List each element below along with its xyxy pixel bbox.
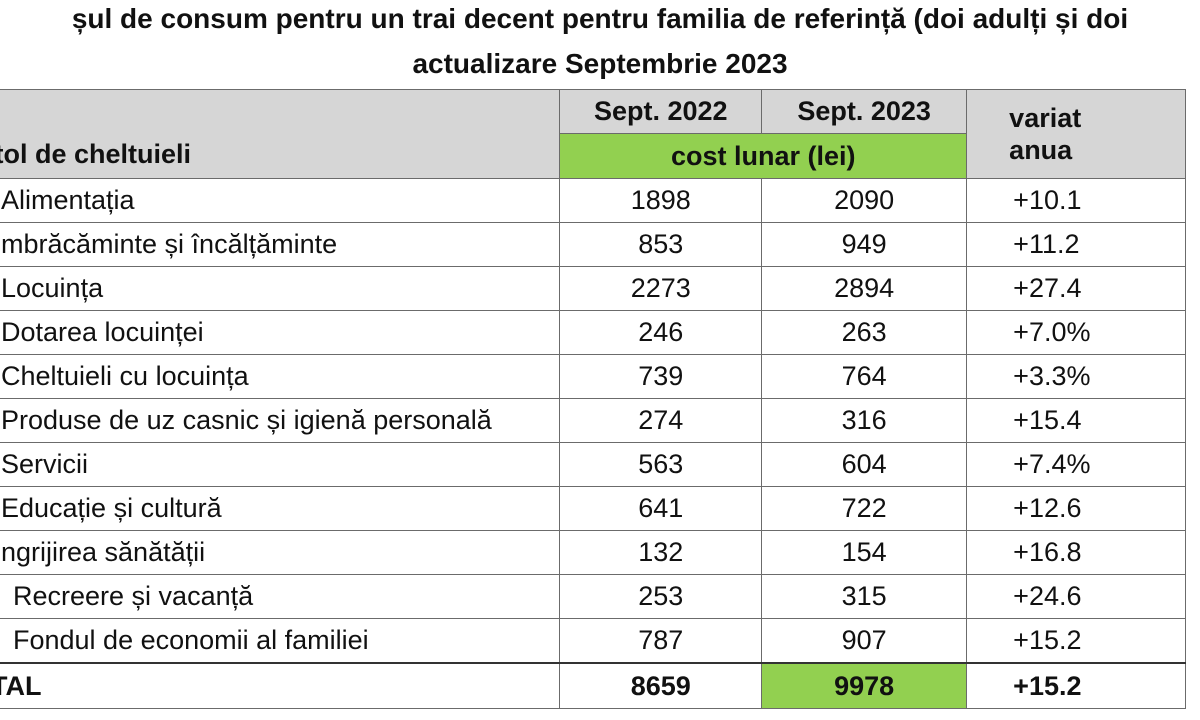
row-label-text: ngrijirea sănătății bbox=[1, 537, 206, 567]
row-annual-variation: +27.4 bbox=[966, 266, 1186, 311]
row-value-2023: 949 bbox=[761, 222, 968, 267]
table-row: Educație și cultură 641 722 +12.6 bbox=[0, 486, 1186, 531]
row-label-text: Dotarea locuinței bbox=[1, 317, 204, 347]
total-value-2023: 9978 bbox=[761, 662, 968, 709]
table-title-line1: șul de consum pentru un trai decent pent… bbox=[71, 3, 1129, 34]
row-label: Fondul de economii al familiei bbox=[0, 618, 561, 664]
row-annual-variation: +7.4% bbox=[966, 442, 1186, 487]
row-label: mbrăcăminte și încălțăminte bbox=[0, 222, 561, 267]
table-row: Cheltuieli cu locuința 739 764 +3.3% bbox=[0, 354, 1186, 399]
row-value-2022: 2273 bbox=[559, 266, 763, 311]
row-annual-variation: +16.8 bbox=[966, 530, 1186, 575]
row-value-2023: 316 bbox=[761, 398, 968, 443]
table-row: ngrijirea sănătății 132 154 +16.8 bbox=[0, 530, 1186, 575]
row-label: Servicii bbox=[0, 442, 561, 487]
row-annual-variation: +15.2 bbox=[966, 618, 1186, 664]
row-value-2022: 246 bbox=[559, 310, 763, 355]
row-label-text: Cheltuieli cu locuința bbox=[1, 361, 249, 391]
table-row: Recreere și vacanță 253 315 +24.6 bbox=[0, 574, 1186, 619]
row-annual-variation: +24.6 bbox=[966, 574, 1186, 619]
row-value-2022: 1898 bbox=[559, 178, 763, 223]
row-value-2023: 315 bbox=[761, 574, 968, 619]
row-label-text: Educație și cultură bbox=[1, 493, 222, 523]
row-annual-variation: +10.1 bbox=[966, 178, 1186, 223]
header-variation-line2: anua bbox=[1009, 135, 1073, 165]
row-value-2022: 739 bbox=[559, 354, 763, 399]
row-value-2022: 641 bbox=[559, 486, 763, 531]
row-value-2022: 563 bbox=[559, 442, 763, 487]
row-label: ngrijirea sănătății bbox=[0, 530, 561, 575]
table-row: Servicii 563 604 +7.4% bbox=[0, 442, 1186, 487]
row-label: Produse de uz casnic și igienă personală bbox=[0, 398, 561, 443]
row-label: Recreere și vacanță bbox=[0, 574, 561, 619]
row-label: Dotarea locuinței bbox=[0, 310, 561, 355]
row-annual-variation: +15.4 bbox=[966, 398, 1186, 443]
row-label-text: Produse de uz casnic și igienă personală bbox=[1, 405, 492, 435]
row-annual-variation: +11.2 bbox=[966, 222, 1186, 267]
row-label-text: Recreere și vacanță bbox=[13, 581, 254, 611]
table-row: Alimentația 1898 2090 +10.1 bbox=[0, 178, 1186, 223]
row-annual-variation: +7.0% bbox=[966, 310, 1186, 355]
row-value-2022: 253 bbox=[559, 574, 763, 619]
row-value-2023: 154 bbox=[761, 530, 968, 575]
row-value-2022: 274 bbox=[559, 398, 763, 443]
row-value-2023: 907 bbox=[761, 618, 968, 664]
row-value-2023: 2090 bbox=[761, 178, 968, 223]
row-value-2022: 787 bbox=[559, 618, 763, 664]
row-label-text: mbrăcăminte și încălțăminte bbox=[1, 229, 338, 259]
expenses-table: itol de cheltuieli Sept. 2022 Sept. 2023… bbox=[0, 89, 1186, 709]
row-label: Educație și cultură bbox=[0, 486, 561, 531]
table-row: Produse de uz casnic și igienă personală… bbox=[0, 398, 1186, 443]
row-label-text: Locuința bbox=[1, 273, 104, 303]
row-annual-variation: +3.3% bbox=[966, 354, 1186, 399]
total-annual-variation: +15.2 bbox=[966, 662, 1186, 709]
row-label-text: Servicii bbox=[1, 449, 89, 479]
subheader-row: cost lunar (lei) bbox=[0, 133, 1186, 179]
total-value-2022: 8659 bbox=[559, 662, 763, 709]
row-label: Alimentația bbox=[0, 178, 561, 223]
header-variation-line1: variat bbox=[1009, 103, 1082, 133]
row-label: Cheltuieli cu locuința bbox=[0, 354, 561, 399]
row-value-2023: 263 bbox=[761, 310, 968, 355]
row-value-2022: 853 bbox=[559, 222, 763, 267]
row-label-text: Fondul de economii al familiei bbox=[13, 625, 369, 655]
subheader-monthly-cost: cost lunar (lei) bbox=[559, 133, 968, 179]
table-title-line2: actualizare Septembrie 2023 bbox=[412, 48, 788, 79]
row-value-2022: 132 bbox=[559, 530, 763, 575]
header-expense-category: itol de cheltuieli bbox=[0, 89, 561, 179]
header-sept-2022: Sept. 2022 bbox=[559, 89, 763, 134]
row-annual-variation: +12.6 bbox=[966, 486, 1186, 531]
row-value-2023: 722 bbox=[761, 486, 968, 531]
row-label-text: Alimentația bbox=[1, 185, 135, 215]
table-row: Locuința 2273 2894 +27.4 bbox=[0, 266, 1186, 311]
row-label: Locuința bbox=[0, 266, 561, 311]
row-value-2023: 604 bbox=[761, 442, 968, 487]
total-label: TAL bbox=[0, 662, 561, 709]
header-annual-variation: variat anua bbox=[966, 89, 1186, 179]
header-expense-category-label: itol de cheltuieli bbox=[0, 138, 192, 169]
header-row: itol de cheltuieli Sept. 2022 Sept. 2023… bbox=[0, 89, 1186, 179]
total-label-text: TAL bbox=[0, 670, 42, 701]
table-row: Dotarea locuinței 246 263 +7.0% bbox=[0, 310, 1186, 355]
table-row: mbrăcăminte și încălțăminte 853 949 +11.2 bbox=[0, 222, 1186, 267]
row-value-2023: 764 bbox=[761, 354, 968, 399]
header-sept-2023: Sept. 2023 bbox=[761, 89, 968, 134]
row-value-2023: 2894 bbox=[761, 266, 968, 311]
table-row: Fondul de economii al familiei 787 907 +15.… bbox=[0, 618, 1186, 664]
